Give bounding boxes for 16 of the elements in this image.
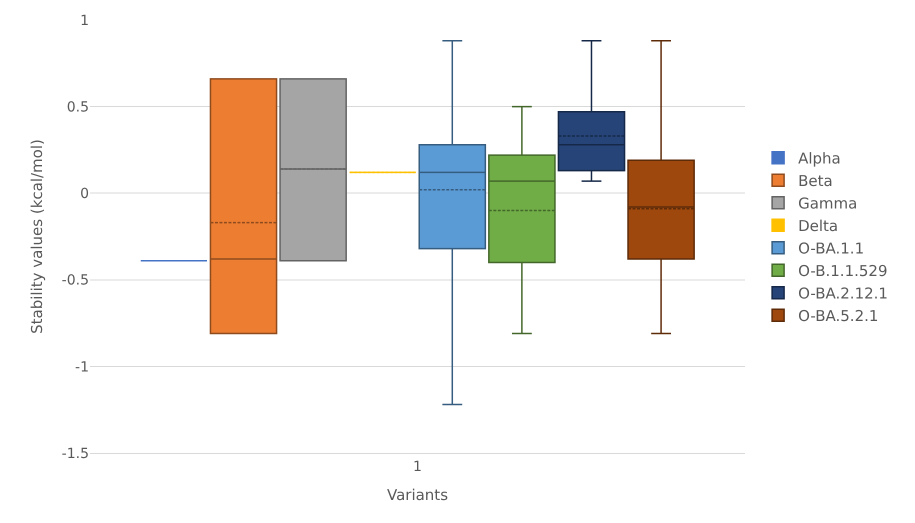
y-tick-label: 1 (80, 12, 89, 29)
legend-label: Alpha (798, 150, 841, 168)
y-axis-title: Stability values (kcal/mol) (28, 139, 46, 334)
y-tick-label: 0.5 (66, 100, 89, 116)
legend-label: Beta (798, 172, 833, 190)
legend-label: Delta (798, 217, 838, 236)
x-axis-title: Variants (386, 486, 448, 504)
legend-label: O-BA.1.1 (798, 240, 864, 258)
legend-label: O-BA.2.12.1 (798, 284, 888, 303)
legend-label: O-B.1.1.529 (798, 262, 888, 280)
y-tick-label: -0.5 (62, 272, 89, 289)
y-tick-label: 0 (80, 186, 89, 202)
y-tick-label: -1 (75, 359, 89, 376)
legend-label: O-BA.5.2.1 (798, 307, 878, 326)
legend-label: Gamma (798, 194, 858, 213)
y-tick-label: -1.5 (62, 446, 89, 462)
